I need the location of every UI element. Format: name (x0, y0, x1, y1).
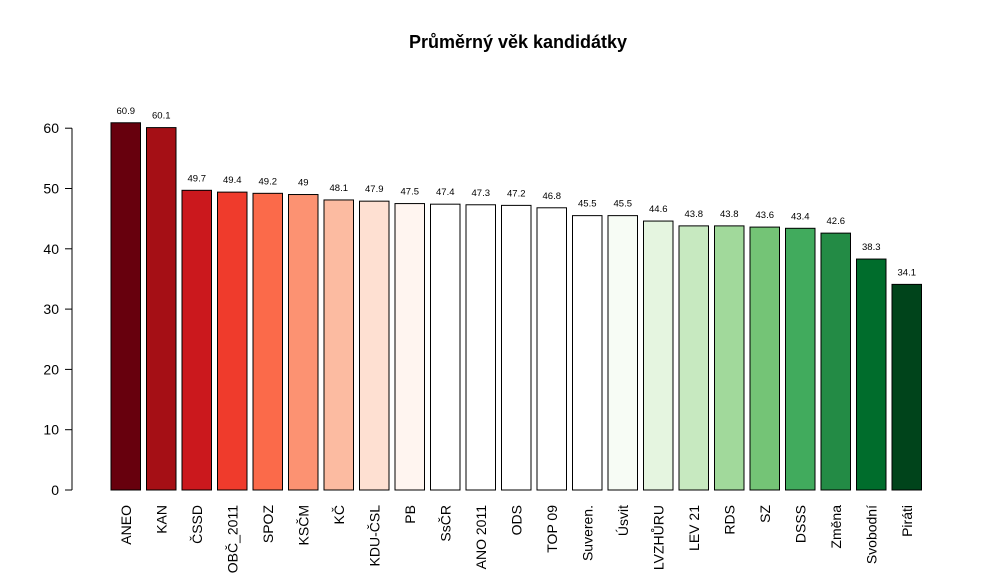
value-label: 47.2 (507, 188, 526, 199)
value-label: 60.1 (152, 111, 171, 122)
bar-12 (536, 207, 567, 491)
category-label: PB (402, 505, 418, 524)
category-label: SsČR (437, 505, 453, 542)
bar-19 (785, 227, 816, 491)
y-tick-label: 50 (43, 181, 59, 197)
category-label: DSSS (792, 505, 808, 543)
category-labels-group: ANEO KAN ČSSD OBČ_2011 SPOZ KSČM KČ KDU-ČSL PB Ss… (118, 505, 915, 574)
bar-1 (146, 127, 177, 491)
y-axis: 0 10 20 30 40 50 60 (43, 120, 73, 498)
bar-3 (217, 191, 248, 491)
value-label: 43.8 (720, 209, 739, 220)
bar-16 (678, 225, 709, 491)
value-label: 60.9 (117, 106, 136, 117)
category-label: Svobodní (863, 505, 879, 564)
y-tick-label: 0 (51, 482, 59, 498)
value-label: 47.4 (436, 187, 455, 198)
category-label: OBČ_2011 (224, 505, 240, 573)
bar-0 (110, 122, 141, 491)
y-tick-label: 10 (43, 422, 59, 438)
category-label: Piráti (899, 505, 915, 537)
bar-21 (856, 258, 887, 491)
category-label: KDU-ČSL (366, 505, 382, 567)
category-label: Změna (828, 505, 844, 549)
bar-13 (572, 215, 603, 491)
value-label: 43.8 (685, 209, 704, 220)
bar-4 (252, 192, 283, 491)
value-label: 34.1 (898, 267, 917, 278)
category-label: ANEO (118, 505, 134, 545)
bar-15 (643, 220, 674, 491)
category-label: KČ (331, 505, 347, 524)
bar-17 (714, 225, 745, 491)
y-tick-label: 40 (43, 241, 59, 257)
category-label: LVZHŮRU (649, 505, 666, 570)
value-label: 48.1 (330, 183, 349, 194)
category-label: Suveren. (579, 505, 595, 561)
bar-11 (501, 204, 532, 491)
category-label: RDS (721, 505, 737, 535)
bar-2 (181, 189, 212, 491)
bar-10 (465, 204, 496, 491)
bar-22 (891, 283, 922, 491)
bar-7 (359, 200, 390, 491)
category-label: KSČM (295, 505, 311, 545)
value-label: 49 (298, 178, 309, 189)
value-label: 43.4 (791, 211, 810, 222)
value-label: 47.3 (472, 188, 491, 199)
bar-18 (749, 226, 780, 491)
category-label: LEV 21 (686, 505, 702, 551)
bars-group (110, 122, 922, 491)
y-tick-label: 30 (43, 301, 59, 317)
bar-9 (430, 203, 461, 491)
value-label: 42.6 (827, 216, 846, 227)
bar-14 (607, 215, 638, 491)
value-label: 49.2 (259, 176, 278, 187)
bar-6 (323, 199, 354, 491)
value-label: 44.6 (649, 204, 668, 215)
category-label: ČSSD (189, 505, 205, 544)
value-label: 38.3 (862, 242, 881, 253)
value-label: 43.6 (756, 210, 775, 221)
value-label: 45.5 (614, 199, 633, 210)
category-label: SPOZ (260, 505, 276, 544)
value-label: 47.5 (401, 187, 420, 198)
y-tick-label: 60 (43, 120, 59, 136)
value-label: 47.9 (365, 184, 384, 195)
bar-8 (394, 203, 425, 491)
value-label: 49.7 (188, 173, 207, 184)
value-label: 49.4 (223, 175, 242, 186)
category-label: Úsvit (615, 505, 631, 536)
bar-5 (288, 194, 319, 491)
y-tick-label: 20 (43, 361, 59, 377)
category-label: ODS (508, 505, 524, 535)
category-label: KAN (153, 505, 169, 534)
category-label: SZ (757, 505, 773, 523)
bar-20 (820, 232, 851, 491)
value-labels-group: 60.9 60.1 49.7 49.4 49.2 49 48.1 47.9 47.5 47.4 47… (117, 106, 917, 279)
value-label: 45.5 (578, 199, 597, 210)
value-label: 46.8 (543, 191, 562, 202)
chart-title: Průměrný věk kandidátky (409, 32, 627, 52)
category-label: ANO 2011 (473, 505, 489, 570)
category-label: TOP 09 (544, 505, 560, 553)
